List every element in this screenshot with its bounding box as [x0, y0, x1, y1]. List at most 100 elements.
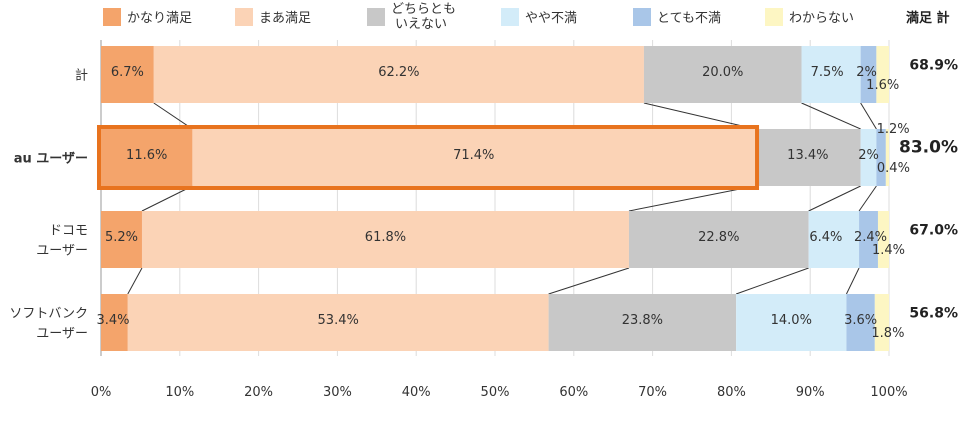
- legend-swatch: [501, 8, 519, 26]
- bar-segment: [127, 294, 549, 351]
- data-label: 13.4%: [787, 148, 828, 163]
- data-label: 2%: [858, 148, 879, 163]
- legend-swatch: [103, 8, 121, 26]
- connector-line: [860, 102, 877, 130]
- total-value: 56.8%: [909, 306, 958, 322]
- legend-label: わからない: [789, 11, 854, 26]
- data-label: 1.6%: [866, 78, 899, 93]
- data-label: 3.4%: [96, 313, 129, 328]
- data-label: 6.4%: [809, 230, 842, 245]
- legend-label: とても不満: [657, 11, 721, 26]
- x-tick-label: 40%: [402, 385, 431, 400]
- data-label: 6.7%: [111, 65, 144, 80]
- x-tick-label: 80%: [717, 385, 746, 400]
- total-value: 67.0%: [909, 223, 958, 239]
- bar-segment: [628, 211, 809, 268]
- connector-line: [153, 102, 193, 130]
- bar-segment: [874, 294, 889, 351]
- satisfied-totals: 満足 計 68.9% 83.0% 67.0% 56.8%: [899, 10, 958, 322]
- x-tick-label: 100%: [870, 385, 907, 400]
- data-label: 23.8%: [622, 313, 663, 328]
- connector-line: [548, 267, 630, 295]
- bar-segment: [192, 129, 756, 186]
- data-label: 1.2%: [877, 122, 910, 137]
- connector-line: [141, 185, 193, 212]
- connector-line: [845, 267, 860, 295]
- x-tick-label: 0%: [91, 385, 112, 400]
- x-tick-label: 90%: [796, 385, 825, 400]
- category-label: ソフトバンクユーザー: [9, 307, 88, 342]
- bar-segment: [859, 211, 878, 268]
- bar-segment: [860, 46, 877, 103]
- bar-segment: [548, 294, 737, 351]
- bar-segment: [860, 129, 877, 186]
- data-label: 1.4%: [872, 243, 905, 258]
- data-label: 20.0%: [702, 65, 743, 80]
- data-label: 2%: [856, 65, 877, 80]
- bar-segment: [808, 211, 860, 268]
- data-label: 53.4%: [318, 313, 359, 328]
- x-tick-label: 70%: [638, 385, 667, 400]
- bar-segment: [643, 46, 802, 103]
- bar-segment: [736, 294, 847, 351]
- legend-label: まあ満足: [259, 11, 311, 26]
- bar-segment: [101, 294, 128, 351]
- data-label: 71.4%: [453, 148, 494, 163]
- connector-line: [858, 185, 877, 212]
- legend-swatch: [367, 8, 385, 26]
- x-tick-label: 20%: [244, 385, 273, 400]
- bar-segment: [141, 211, 629, 268]
- data-label: 3.6%: [844, 313, 877, 328]
- x-tick-label: 30%: [323, 385, 352, 400]
- connector-line: [628, 185, 756, 212]
- category-label: au ユーザー: [14, 152, 88, 167]
- data-label: 22.8%: [698, 230, 739, 245]
- x-tick-label: 50%: [481, 385, 510, 400]
- total-value: 83.0%: [899, 138, 958, 158]
- bar-segment: [101, 129, 193, 186]
- bar-segment: [876, 46, 889, 103]
- legend-swatch: [235, 8, 253, 26]
- connector-line: [801, 102, 861, 130]
- bar-segment: [755, 129, 861, 186]
- data-label: 14.0%: [771, 313, 812, 328]
- data-label: 7.5%: [811, 65, 844, 80]
- bars: 6.7% 62.2% 20.0% 7.5% 2%1.6%11.6% 71.4% 13.4% 2…: [96, 46, 910, 351]
- data-label: 2.4%: [854, 230, 887, 245]
- bar-segment: [885, 129, 889, 186]
- legend-label: やや不満: [525, 11, 577, 26]
- legend: かなり満足 まあ満足 どちらともいえない やや不満 とても不満 わからない: [103, 2, 854, 32]
- bar-segment: [801, 46, 861, 103]
- bar-segment: [877, 211, 889, 268]
- bar-segment: [101, 211, 142, 268]
- legend-swatch: [633, 8, 651, 26]
- connector-lines: [127, 102, 877, 295]
- bar-segment: [153, 46, 644, 103]
- x-tick-label: 60%: [559, 385, 588, 400]
- data-label: 62.2%: [378, 65, 419, 80]
- data-label: 11.6%: [126, 148, 167, 163]
- bar-segment: [101, 46, 154, 103]
- category-label: ドコモユーザー: [36, 224, 88, 259]
- total-header: 満足 計: [906, 10, 950, 26]
- data-label: 0.4%: [877, 161, 910, 176]
- legend-label: どちらともいえない: [391, 2, 456, 32]
- legend-label: かなり満足: [127, 11, 192, 26]
- data-label: 1.8%: [871, 326, 904, 341]
- highlight-box: [97, 125, 760, 190]
- bar-segment: [876, 129, 886, 186]
- total-value: 68.9%: [909, 58, 958, 74]
- connector-line: [127, 267, 143, 295]
- bar-segment: [846, 294, 875, 351]
- data-label: 61.8%: [365, 230, 406, 245]
- category-label: 計: [75, 68, 88, 84]
- connector-line: [643, 102, 756, 130]
- x-axis-ticks: 0% 10% 20% 30% 40% 50% 60% 70% 80% 90% 100%: [91, 385, 908, 400]
- connector-line: [735, 267, 809, 295]
- data-label: 5.2%: [105, 230, 138, 245]
- x-tick-label: 10%: [165, 385, 194, 400]
- legend-swatch: [765, 8, 783, 26]
- connector-line: [808, 185, 861, 212]
